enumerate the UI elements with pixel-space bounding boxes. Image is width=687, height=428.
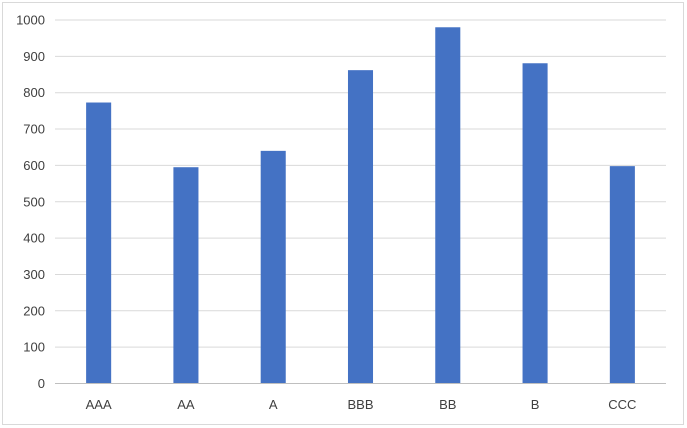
y-tick-label: 0 [38,376,45,391]
y-tick-label: 300 [23,267,45,282]
bars [86,27,635,384]
bar-BBB [347,70,374,384]
y-axis-tick-labels: 0 100 200 300 400 500 600 700 800 900 1000 [16,13,45,392]
bar-AA [173,167,199,384]
bar-BB [435,27,461,384]
y-tick-label: 100 [23,340,45,355]
x-tick-label: A [269,397,278,412]
y-tick-label: 400 [23,231,45,246]
y-tick-label: 200 [23,303,45,318]
x-axis-tick-labels: AAA AA A BBB BB B CCC [86,397,637,412]
y-tick-label: 600 [23,158,45,173]
y-tick-label: 900 [23,49,45,64]
x-tick-label: CCC [608,397,636,412]
x-tick-label: AAA [86,397,112,412]
x-tick-label: BBB [347,397,373,412]
y-tick-label: 800 [23,85,45,100]
y-tick-label: 1000 [16,13,45,28]
bar-CCC [609,166,635,384]
x-tick-label: AA [177,397,195,412]
x-tick-label: B [531,397,540,412]
gridlines [55,19,666,348]
bar-A [260,150,286,384]
y-tick-label: 500 [23,194,45,209]
bar-B [522,63,548,384]
y-tick-label: 700 [23,122,45,137]
bar-AAA [86,102,112,384]
x-tick-label: BB [439,397,456,412]
